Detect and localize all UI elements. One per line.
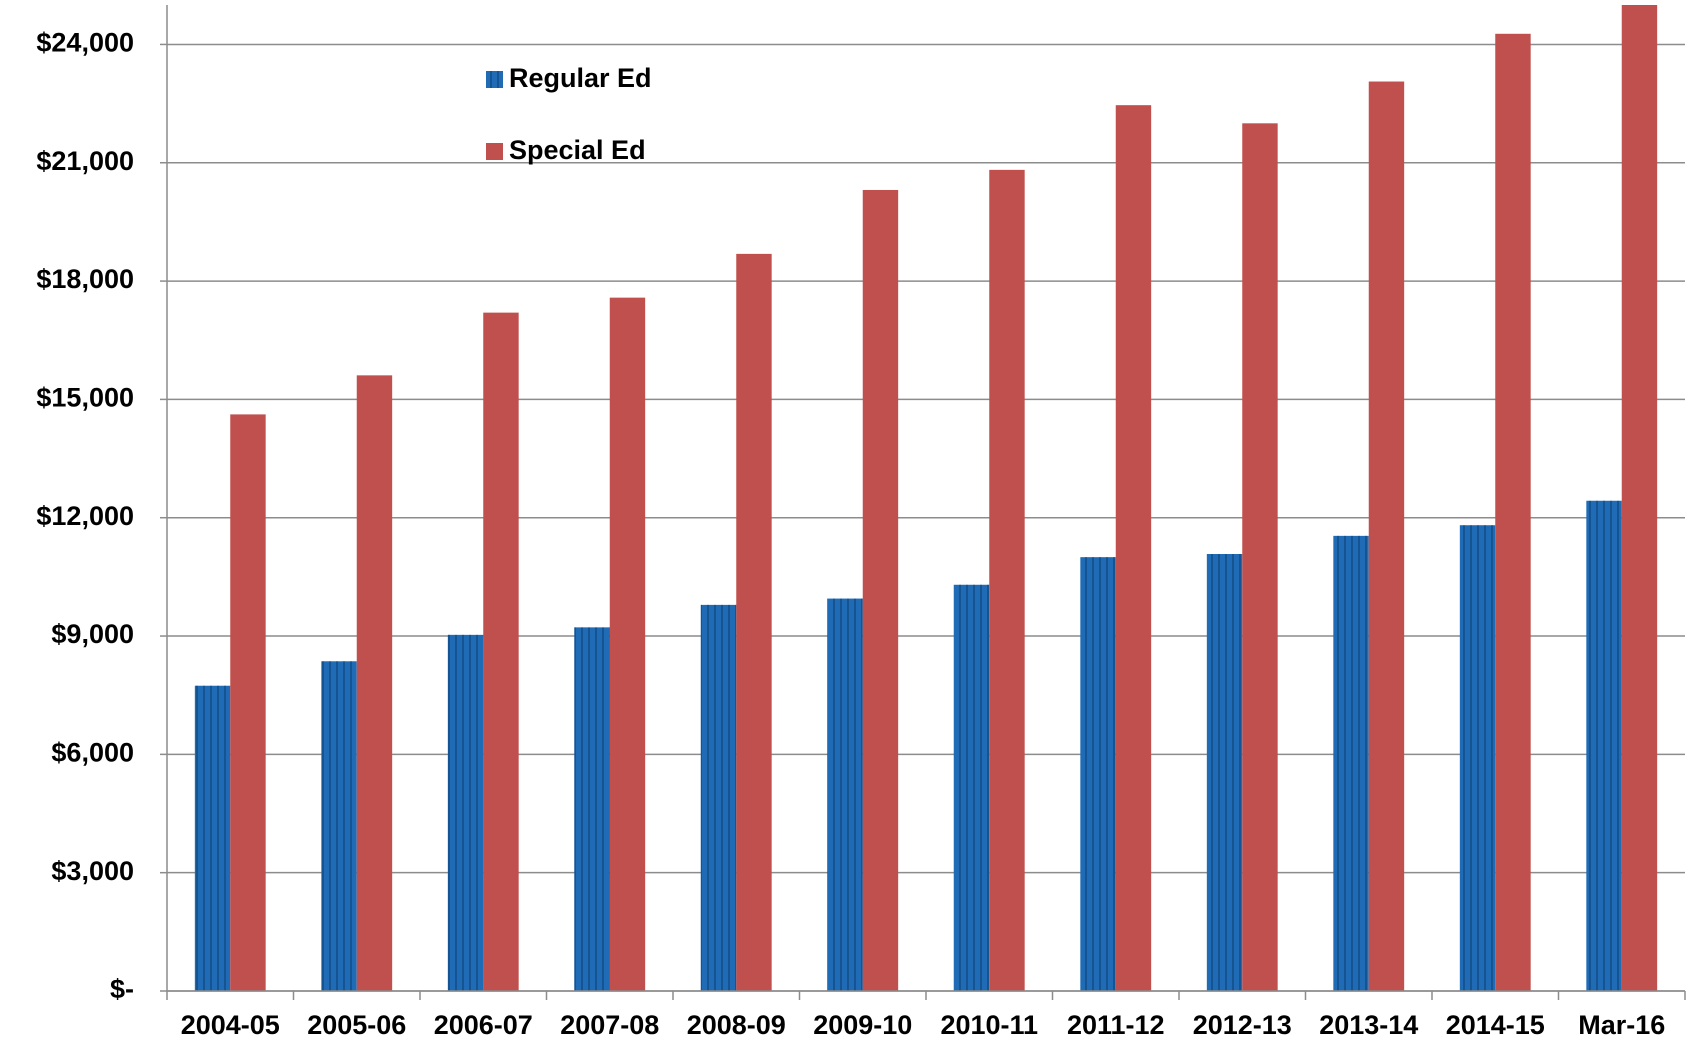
- bar: [1115, 105, 1152, 991]
- bar: [1586, 500, 1622, 991]
- bar: [1495, 33, 1531, 991]
- bar: [483, 312, 519, 992]
- x-tick-label: 2004-05: [181, 1010, 280, 1040]
- x-tick-label: 2013-14: [1319, 1010, 1418, 1040]
- x-tick-label: 2005-06: [307, 1010, 406, 1040]
- bar: [1621, 5, 1658, 991]
- y-tick-label: $15,000: [36, 383, 134, 413]
- y-tick-label: $6,000: [51, 737, 134, 767]
- bar: [1242, 123, 1278, 991]
- bar: [1368, 81, 1405, 991]
- bar: [574, 627, 610, 991]
- legend-swatch-stripes: [486, 71, 503, 88]
- bar: [736, 253, 772, 991]
- legend-swatch: [486, 143, 503, 160]
- bar: [827, 598, 863, 991]
- bar: [356, 375, 393, 991]
- y-tick-label: $9,000: [51, 619, 134, 649]
- bar: [1206, 554, 1243, 991]
- y-tick-label: $12,000: [36, 501, 134, 531]
- bar: [1080, 557, 1116, 991]
- y-tick-label: $3,000: [51, 856, 134, 886]
- legend-label: Special Ed: [509, 135, 646, 165]
- x-tick-label: 2012-13: [1193, 1010, 1292, 1040]
- y-tick-label: $18,000: [36, 264, 134, 294]
- bar: [609, 297, 646, 992]
- bar: [862, 189, 899, 991]
- x-tick-label: Mar-16: [1578, 1010, 1665, 1040]
- bar: [953, 584, 990, 991]
- legend-label: Regular Ed: [509, 63, 652, 93]
- bar: [321, 661, 357, 991]
- bar: [1333, 535, 1369, 991]
- bar: [230, 414, 266, 991]
- bar: [447, 634, 484, 991]
- y-tick-label: $21,000: [36, 146, 134, 176]
- x-tick-label: 2007-08: [560, 1010, 659, 1040]
- x-tick-label: 2014-15: [1446, 1010, 1545, 1040]
- bar: [1459, 525, 1496, 991]
- y-tick-label: $24,000: [36, 28, 134, 58]
- x-tick-label: 2008-09: [687, 1010, 786, 1040]
- bar: [989, 169, 1025, 992]
- x-tick-label: 2009-10: [813, 1010, 912, 1040]
- bar: [700, 604, 737, 991]
- x-tick-label: 2011-12: [1067, 1010, 1165, 1040]
- y-tick-label: $-: [110, 974, 134, 1004]
- bar: [194, 685, 231, 991]
- x-tick-label: 2006-07: [434, 1010, 533, 1040]
- x-tick-label: 2010-11: [940, 1010, 1038, 1040]
